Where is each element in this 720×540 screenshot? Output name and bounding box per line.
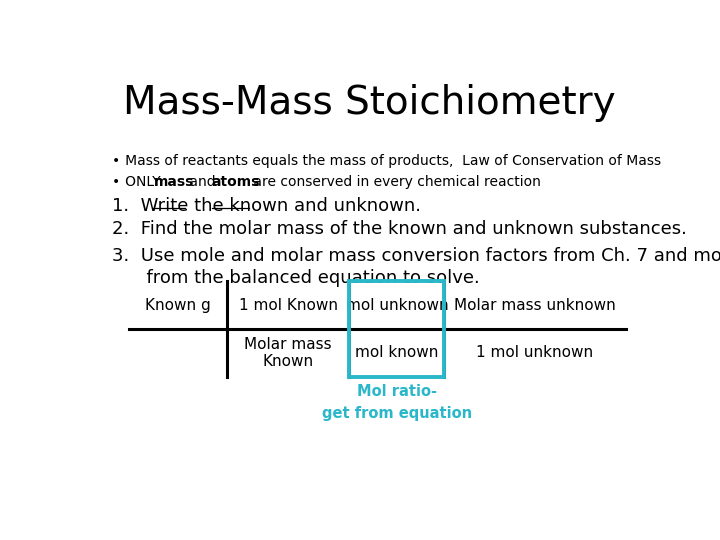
Text: ONLY: ONLY [112, 175, 166, 189]
Text: 3.  Use mole and molar mass conversion factors from Ch. 7 and mole ratios: 3. Use mole and molar mass conversion fa… [112, 246, 720, 265]
Text: 2.  Find the molar mass of the known and unknown substances.: 2. Find the molar mass of the known and … [112, 220, 687, 238]
Text: mol known: mol known [355, 346, 438, 360]
Text: get from equation: get from equation [322, 406, 472, 421]
Text: and: and [185, 175, 220, 189]
Text: are conserved in every chemical reaction: are conserved in every chemical reaction [249, 175, 541, 189]
Bar [349, 281, 444, 377]
Text: 1 mol unknown: 1 mol unknown [477, 346, 593, 360]
Text: Mol ratio-: Mol ratio- [357, 384, 437, 399]
Text: mass: mass [153, 175, 194, 189]
Text: mol unknown: mol unknown [346, 299, 449, 313]
Text: •: • [112, 154, 120, 168]
Text: from the balanced equation to solve.: from the balanced equation to solve. [112, 268, 480, 287]
Text: Mass-Mass Stoichiometry: Mass-Mass Stoichiometry [122, 84, 616, 122]
Text: •: • [112, 175, 120, 189]
Text: 1 mol Known: 1 mol Known [238, 299, 338, 313]
Text: Known g: Known g [145, 299, 211, 313]
Text: atoms: atoms [212, 175, 260, 189]
Text: Molar mass unknown: Molar mass unknown [454, 299, 616, 313]
Text: Mass of reactants equals the mass of products,  Law of Conservation of Mass: Mass of reactants equals the mass of pro… [112, 154, 662, 168]
Text: 1.  Write the known and unknown.: 1. Write the known and unknown. [112, 197, 421, 215]
Text: Molar mass
Known: Molar mass Known [244, 337, 332, 369]
